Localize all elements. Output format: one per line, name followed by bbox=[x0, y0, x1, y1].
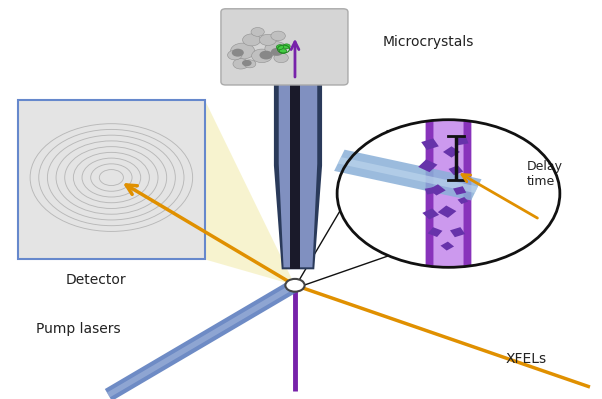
Circle shape bbox=[283, 44, 290, 49]
Bar bbox=[450, 227, 465, 237]
Polygon shape bbox=[464, 120, 471, 267]
Circle shape bbox=[259, 34, 276, 45]
Circle shape bbox=[279, 49, 287, 53]
Bar bbox=[455, 136, 468, 145]
Text: XFELs: XFELs bbox=[506, 352, 547, 366]
Circle shape bbox=[337, 120, 560, 267]
Polygon shape bbox=[431, 120, 466, 267]
Bar bbox=[441, 241, 454, 251]
Bar bbox=[453, 186, 466, 195]
Circle shape bbox=[276, 45, 284, 49]
Circle shape bbox=[231, 43, 255, 59]
Circle shape bbox=[242, 60, 252, 66]
Polygon shape bbox=[338, 157, 478, 193]
Text: Detector: Detector bbox=[66, 273, 126, 287]
Text: Delay
time: Delay time bbox=[527, 160, 563, 188]
Circle shape bbox=[259, 51, 273, 59]
Polygon shape bbox=[334, 150, 482, 200]
Bar bbox=[421, 138, 439, 150]
Circle shape bbox=[274, 53, 288, 63]
Bar bbox=[18, 100, 205, 259]
Bar bbox=[438, 205, 456, 218]
Bar bbox=[448, 165, 464, 175]
Bar bbox=[423, 208, 439, 219]
Text: Microcrystals: Microcrystals bbox=[382, 35, 474, 49]
Polygon shape bbox=[205, 100, 295, 285]
Bar bbox=[290, 40, 300, 269]
FancyBboxPatch shape bbox=[221, 9, 348, 85]
Circle shape bbox=[271, 48, 283, 56]
Circle shape bbox=[233, 59, 249, 69]
Polygon shape bbox=[274, 40, 322, 269]
Polygon shape bbox=[279, 40, 317, 267]
Bar bbox=[418, 159, 438, 172]
Circle shape bbox=[228, 50, 242, 60]
Bar bbox=[443, 146, 460, 158]
Bar bbox=[425, 187, 436, 194]
Circle shape bbox=[285, 279, 305, 292]
Polygon shape bbox=[426, 120, 433, 267]
Circle shape bbox=[252, 49, 272, 63]
Bar bbox=[427, 227, 442, 237]
Circle shape bbox=[251, 28, 264, 36]
Circle shape bbox=[244, 60, 256, 68]
Circle shape bbox=[243, 34, 261, 46]
Circle shape bbox=[265, 41, 287, 56]
Text: Pump lasers: Pump lasers bbox=[36, 322, 121, 336]
Circle shape bbox=[271, 31, 285, 41]
Circle shape bbox=[232, 49, 244, 57]
Bar bbox=[458, 197, 468, 204]
Bar bbox=[429, 184, 445, 196]
